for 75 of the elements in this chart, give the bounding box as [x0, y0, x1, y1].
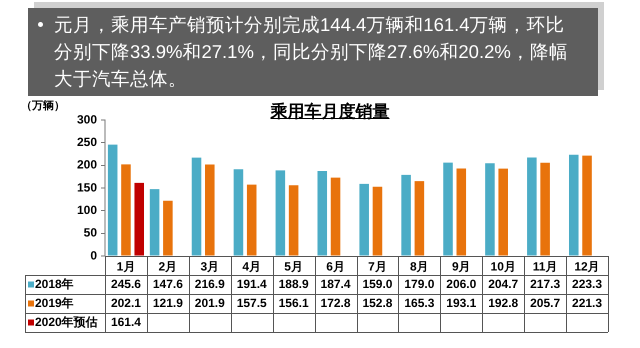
data-label: 202.1	[110, 296, 142, 310]
data-label: 201.9	[194, 296, 226, 310]
y-tick-label: 300	[76, 112, 98, 126]
legend-label: 2020年预估	[35, 314, 98, 329]
data-label: 205.7	[530, 296, 560, 310]
bar	[414, 181, 424, 256]
bar	[359, 184, 369, 256]
legend-label: 2019年	[35, 296, 74, 310]
bar	[108, 144, 118, 256]
bar	[234, 169, 244, 256]
data-label: 121.9	[152, 296, 184, 310]
bar	[443, 162, 453, 256]
bar	[527, 157, 537, 256]
data-label: 217.3	[530, 276, 560, 291]
data-label: 193.1	[446, 296, 477, 310]
bar	[330, 178, 340, 256]
bar	[276, 170, 286, 256]
x-tick-label: 7月	[368, 260, 387, 274]
y-tick-label: 250	[76, 134, 98, 149]
bar	[134, 182, 144, 256]
bar	[288, 185, 298, 256]
x-tick-label: 6月	[326, 260, 345, 274]
bar	[121, 164, 131, 256]
y-tick-label: 0	[90, 248, 98, 262]
x-tick-label: 12月	[574, 260, 600, 274]
x-tick-label: 11月	[532, 260, 558, 274]
data-label: 192.8	[488, 296, 519, 310]
x-tick-label: 8月	[410, 260, 429, 274]
data-label: 206.0	[446, 276, 477, 291]
data-label: 157.5	[236, 296, 268, 310]
data-label: 159.0	[362, 276, 393, 291]
bar	[401, 174, 411, 256]
data-label: 187.4	[320, 276, 351, 291]
bar	[163, 200, 173, 256]
bar	[568, 154, 579, 256]
y-tick-label: 150	[76, 180, 98, 194]
data-label: 165.3	[404, 296, 435, 310]
y-tick-label: 50	[84, 226, 98, 240]
bar	[456, 168, 466, 256]
data-label: 152.8	[362, 296, 393, 310]
bar	[317, 171, 328, 256]
bar	[485, 163, 495, 256]
bar	[192, 158, 202, 256]
bar	[150, 189, 160, 256]
data-label: 188.9	[278, 276, 309, 291]
bar	[205, 164, 215, 256]
x-tick-label: 5月	[284, 260, 303, 274]
legend-label: 2018年	[35, 276, 74, 291]
bar	[372, 186, 382, 256]
data-label: 161.4	[110, 314, 142, 329]
y-tick-label: 100	[76, 202, 98, 217]
data-label: 191.4	[236, 276, 268, 291]
x-tick-label: 1月	[116, 260, 136, 274]
data-label: 156.1	[278, 296, 309, 310]
x-tick-label: 4月	[242, 260, 262, 274]
data-label: 204.7	[488, 276, 519, 291]
x-tick-label: 3月	[200, 260, 220, 274]
chart-title: 乘用车月度销量	[270, 102, 390, 121]
data-label: 147.6	[152, 276, 184, 291]
bar	[498, 168, 508, 256]
bar	[540, 162, 550, 256]
x-tick-label: 10月	[490, 260, 516, 274]
data-label: 245.6	[110, 276, 142, 291]
data-label: 172.8	[320, 296, 351, 310]
y-tick-label: 200	[76, 158, 98, 172]
chart-subtitle: 元月，乘用车产销预计分别完成144.4万辆和161.4万辆，环比分别下降33.9%和27.1%，同比分别下降27.6%和20.2%，降幅大于汽车总体。	[54, 13, 569, 91]
x-tick-label: 2月	[158, 260, 178, 274]
data-label: 223.3	[572, 276, 602, 291]
bar	[582, 156, 592, 256]
y-axis-title: （万辆）	[21, 99, 65, 112]
x-tick-label: 9月	[452, 260, 471, 274]
data-label: 216.9	[194, 276, 226, 291]
bar	[246, 184, 256, 256]
data-label: 221.3	[572, 296, 602, 310]
data-label: 179.0	[404, 276, 435, 291]
